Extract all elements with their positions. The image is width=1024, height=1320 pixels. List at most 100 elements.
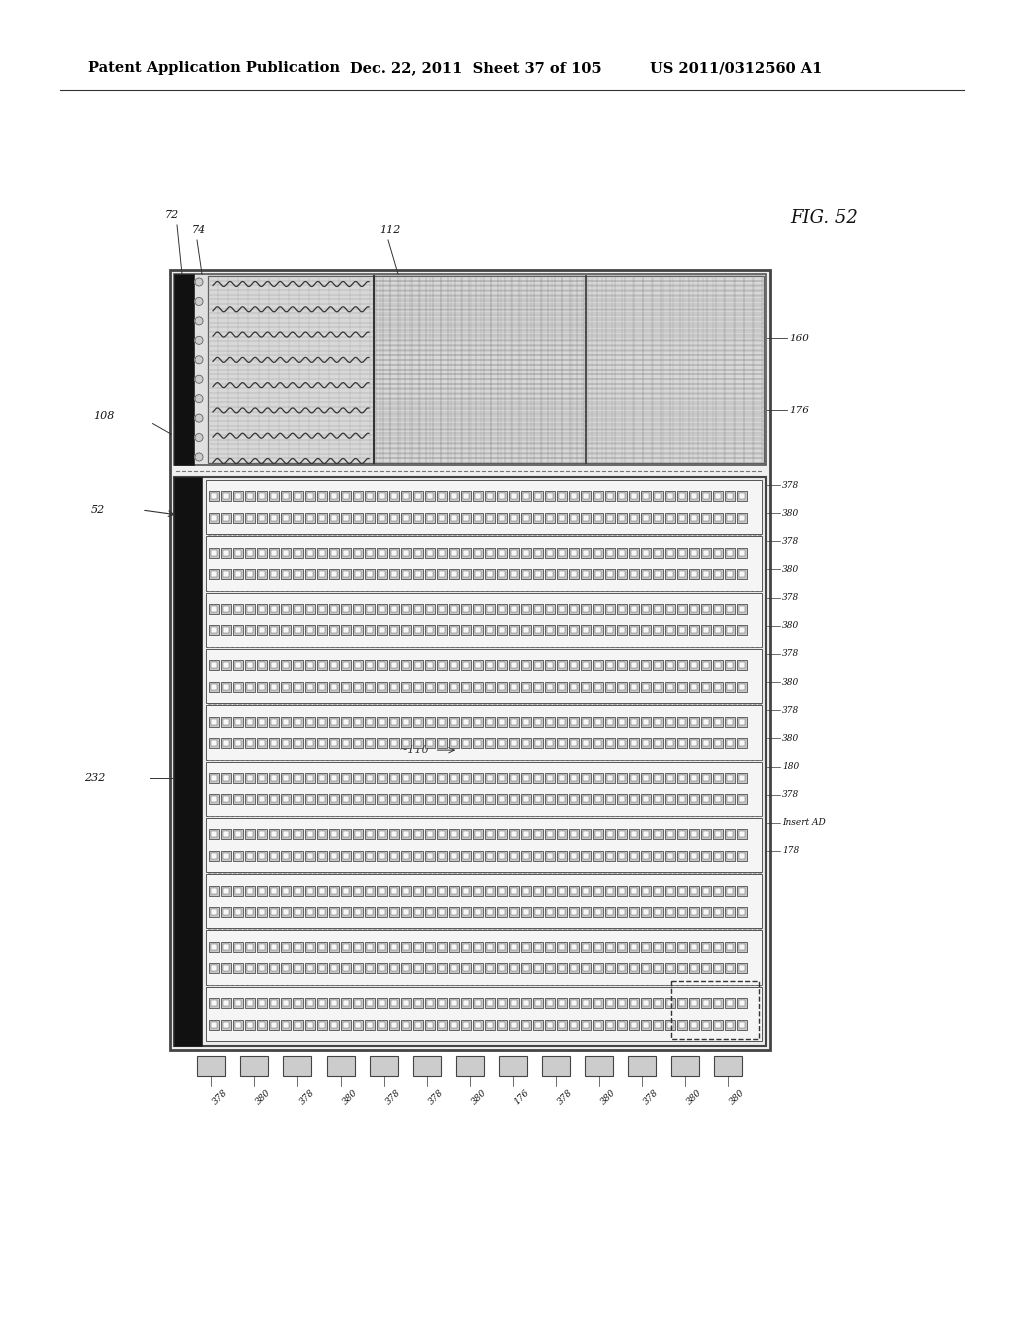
Bar — [643, 944, 649, 950]
Bar — [305, 829, 315, 840]
Bar — [581, 907, 591, 917]
Text: 380: 380 — [685, 1088, 703, 1106]
Bar — [677, 626, 687, 635]
Bar — [677, 774, 687, 783]
Bar — [295, 965, 301, 972]
Bar — [206, 818, 762, 873]
Bar — [643, 572, 649, 577]
Bar — [437, 795, 447, 804]
Bar — [331, 718, 337, 725]
Bar — [257, 548, 267, 558]
Bar — [583, 1001, 589, 1006]
Bar — [271, 627, 278, 634]
Text: 112: 112 — [379, 224, 400, 235]
Bar — [559, 853, 565, 859]
Bar — [737, 569, 746, 579]
Text: 378: 378 — [642, 1088, 660, 1106]
Bar — [341, 964, 351, 973]
Bar — [727, 796, 733, 803]
Bar — [365, 626, 375, 635]
Bar — [485, 491, 495, 502]
Bar — [343, 965, 349, 972]
Bar — [206, 987, 762, 1041]
Bar — [617, 795, 627, 804]
Bar — [534, 513, 543, 523]
Bar — [427, 965, 433, 972]
Bar — [653, 829, 663, 840]
Bar — [259, 627, 265, 634]
Bar — [679, 796, 685, 803]
Bar — [691, 965, 697, 972]
Bar — [739, 718, 745, 725]
Text: US 2011/0312560 A1: US 2011/0312560 A1 — [650, 61, 822, 75]
Bar — [497, 850, 507, 861]
Bar — [295, 944, 301, 950]
Bar — [353, 774, 362, 783]
Bar — [415, 1022, 421, 1027]
Bar — [641, 738, 651, 748]
Bar — [689, 774, 699, 783]
Bar — [271, 853, 278, 859]
Bar — [511, 684, 517, 690]
Bar — [233, 626, 243, 635]
Bar — [365, 886, 375, 895]
Bar — [259, 572, 265, 577]
Bar — [725, 548, 735, 558]
Bar — [715, 606, 721, 612]
Bar — [665, 569, 675, 579]
Bar — [689, 942, 699, 952]
Bar — [281, 626, 291, 635]
Bar — [569, 548, 579, 558]
Bar — [581, 569, 591, 579]
Bar — [739, 1022, 745, 1027]
Bar — [569, 569, 579, 579]
Bar — [547, 853, 553, 859]
Bar — [319, 741, 325, 746]
Bar — [595, 627, 601, 634]
Bar — [355, 1022, 361, 1027]
Bar — [571, 775, 577, 781]
Bar — [439, 663, 445, 668]
Bar — [618, 494, 625, 499]
Bar — [353, 681, 362, 692]
Bar — [689, 660, 699, 671]
Bar — [425, 513, 435, 523]
Bar — [571, 887, 577, 894]
Bar — [209, 605, 219, 614]
Bar — [427, 515, 433, 521]
Bar — [689, 907, 699, 917]
Bar — [473, 513, 483, 523]
Bar — [353, 626, 362, 635]
Bar — [293, 942, 303, 952]
Bar — [439, 549, 445, 556]
Bar — [509, 942, 519, 952]
Bar — [631, 627, 637, 634]
Bar — [737, 1019, 746, 1030]
Bar — [534, 795, 543, 804]
Bar — [715, 832, 721, 837]
Bar — [353, 942, 362, 952]
Bar — [497, 886, 507, 895]
Bar — [209, 626, 219, 635]
Bar — [593, 1019, 603, 1030]
Bar — [487, 627, 493, 634]
Bar — [643, 1001, 649, 1006]
Bar — [535, 909, 541, 915]
Bar — [497, 907, 507, 917]
Bar — [545, 850, 555, 861]
Bar — [221, 605, 231, 614]
Bar — [655, 944, 662, 950]
Bar — [655, 549, 662, 556]
Bar — [379, 627, 385, 634]
Bar — [377, 942, 387, 952]
Bar — [739, 909, 745, 915]
Bar — [281, 1019, 291, 1030]
Bar — [511, 1022, 517, 1027]
Bar — [234, 627, 241, 634]
Bar — [631, 796, 637, 803]
Bar — [545, 491, 555, 502]
Bar — [307, 853, 313, 859]
Bar — [703, 965, 709, 972]
Bar — [497, 964, 507, 973]
Bar — [737, 850, 746, 861]
